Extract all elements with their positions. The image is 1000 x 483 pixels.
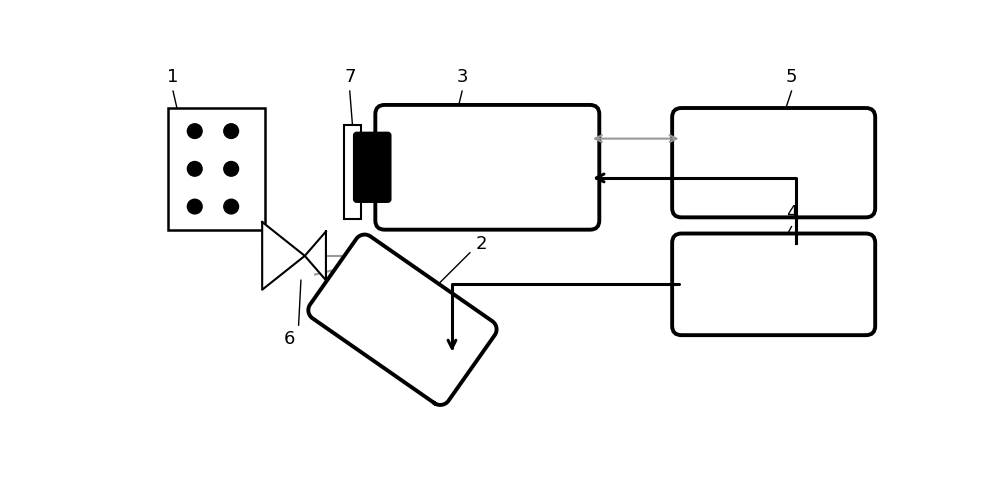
Text: 7: 7 [344, 68, 356, 86]
Text: 2: 2 [476, 235, 487, 253]
Circle shape [224, 199, 239, 214]
Circle shape [224, 124, 239, 139]
FancyBboxPatch shape [354, 132, 391, 202]
Polygon shape [308, 235, 497, 405]
FancyBboxPatch shape [344, 125, 361, 219]
Text: 4: 4 [786, 204, 797, 222]
Text: 5: 5 [786, 68, 797, 86]
Polygon shape [305, 231, 326, 280]
FancyBboxPatch shape [672, 233, 875, 335]
Circle shape [187, 124, 202, 139]
FancyBboxPatch shape [168, 108, 264, 230]
Text: 6: 6 [284, 330, 295, 348]
Text: 1: 1 [167, 68, 179, 86]
Circle shape [187, 199, 202, 214]
FancyBboxPatch shape [375, 105, 599, 230]
FancyBboxPatch shape [672, 108, 875, 217]
Text: 3: 3 [456, 68, 468, 86]
Circle shape [224, 161, 239, 176]
Polygon shape [262, 222, 305, 290]
Circle shape [187, 161, 202, 176]
